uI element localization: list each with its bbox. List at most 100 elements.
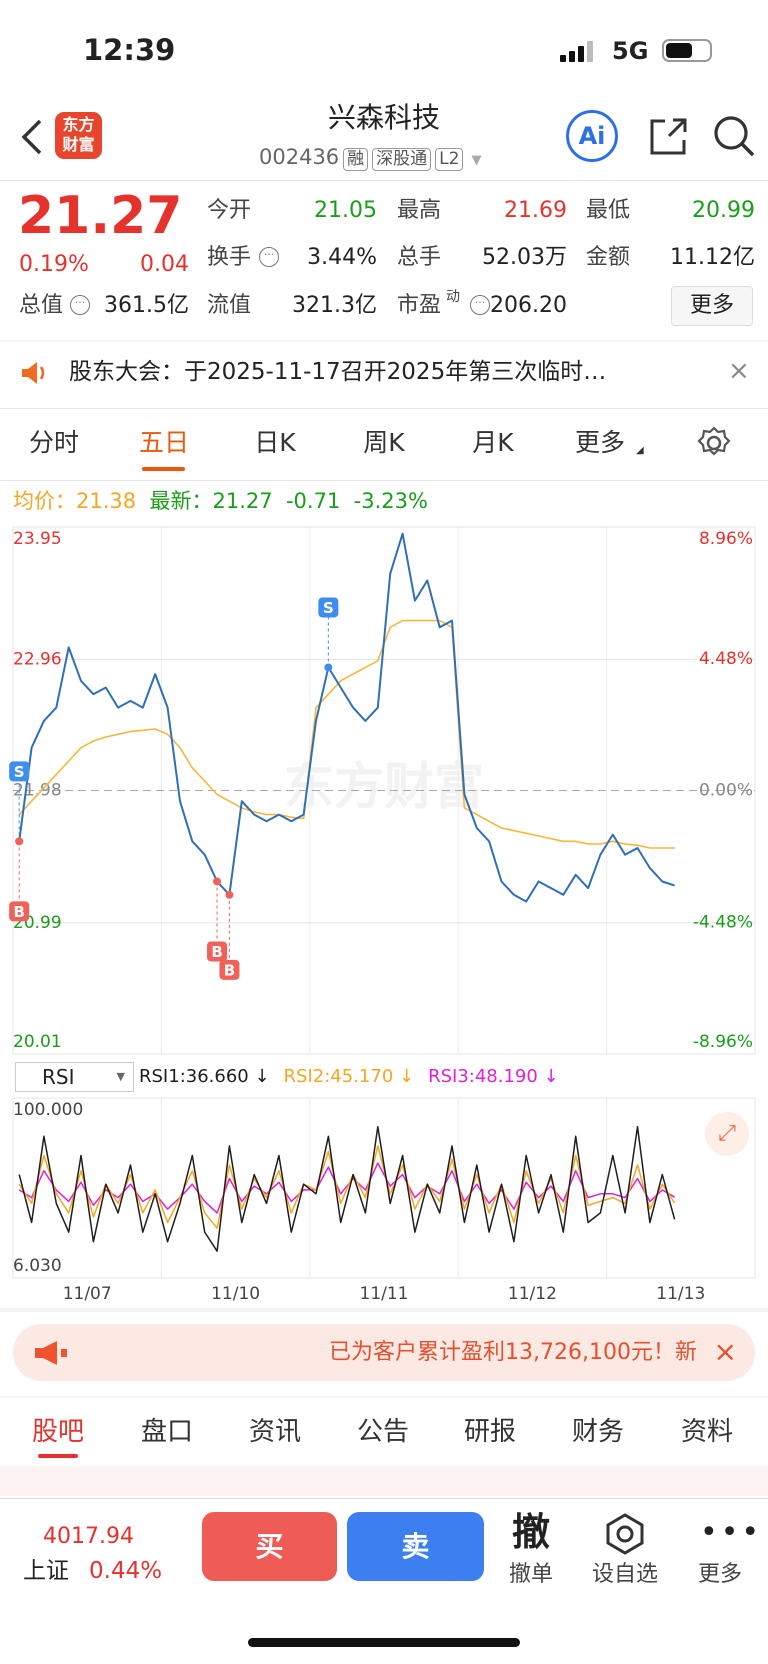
ai-button[interactable]: Ai	[566, 110, 618, 162]
y2-tick-label: -8.96%	[693, 1032, 753, 1052]
more-button[interactable]: 更多	[671, 286, 753, 326]
home-indicator	[248, 1638, 520, 1647]
field-label: 最低	[586, 198, 631, 223]
divider	[0, 180, 768, 181]
tab[interactable]: 更多	[574, 428, 625, 457]
field-value: 361.5亿	[104, 293, 189, 318]
latest-change: -0.71	[285, 489, 341, 513]
close-banner[interactable]: ×	[713, 1335, 737, 1368]
close-notice[interactable]: ×	[728, 356, 750, 386]
tab[interactable]: 周K	[363, 428, 405, 457]
field-value: 20.99	[692, 198, 755, 223]
series-line	[18, 1162, 675, 1214]
legend-entry: RSI3:48.190 ↓	[428, 1066, 559, 1087]
marker-label: B	[211, 943, 222, 961]
watermark: 东方财富	[284, 758, 484, 816]
series-line	[18, 1145, 676, 1230]
bottom-tab[interactable]: 资料	[680, 1417, 733, 1447]
field-value: 11.12亿	[670, 245, 755, 270]
share-button[interactable]	[647, 116, 689, 158]
tab-caret: ◢	[636, 445, 644, 456]
stock-code-row: 002436 融深股通 L2 ▼	[259, 145, 482, 171]
divider	[0, 1308, 768, 1312]
series-line	[18, 1125, 676, 1252]
cancel-label[interactable]: 撤单	[508, 1562, 553, 1587]
y-tick-label: 20.01	[13, 1032, 62, 1052]
field-label: 总值	[19, 293, 64, 318]
field-value: 21.05	[314, 198, 377, 223]
bottom-tab[interactable]: 研报	[463, 1417, 516, 1447]
field-label: 金额	[586, 245, 631, 270]
cancel-icon[interactable]: 撤	[511, 1510, 550, 1554]
y-tick-label: 6.030	[13, 1256, 62, 1276]
badge: 深股通	[372, 148, 432, 171]
tab[interactable]: 分时	[28, 428, 79, 457]
stock-name: 兴森科技	[327, 101, 440, 134]
search-button[interactable]	[712, 114, 756, 158]
y-tick-label: 23.95	[13, 529, 62, 549]
marker-badge	[207, 941, 228, 962]
logo[interactable]: 东方 财富	[55, 112, 102, 159]
bottom-tab[interactable]: 财务	[571, 1417, 624, 1447]
bottom-tab[interactable]: 公告	[356, 1417, 409, 1447]
content-peek	[0, 1466, 768, 1496]
divider	[0, 408, 768, 409]
bottom-tab[interactable]: 盘口	[140, 1417, 193, 1447]
latest-price: 最新：21.27	[149, 489, 273, 513]
notice[interactable]: 股东大会：于2025-11-17召开2025年第三次临时…	[69, 359, 607, 385]
field-label: 流值	[207, 293, 252, 318]
tab[interactable]: 月K	[472, 428, 514, 457]
badge: L2	[435, 148, 464, 171]
series-line	[18, 619, 675, 849]
bottom-tab[interactable]: 股吧	[31, 1417, 84, 1447]
marker-label: S	[323, 599, 334, 617]
tab[interactable]: 五日	[138, 428, 189, 457]
buy-button[interactable]: 买	[202, 1512, 337, 1581]
field-value: 3.44%	[307, 245, 377, 270]
info-icon: ···	[70, 295, 90, 315]
y-tick-label: 100.000	[13, 1100, 83, 1120]
network: 5G	[612, 37, 649, 65]
tab-underline	[142, 467, 185, 471]
field-label: 今开	[207, 198, 252, 223]
field-value: 206.20	[490, 293, 567, 318]
y2-tick-label: 8.96%	[699, 529, 753, 549]
marker-badge	[9, 901, 30, 922]
sell-button[interactable]: 卖	[347, 1512, 484, 1581]
marker-label: S	[14, 763, 25, 781]
x-tick-label: 11/12	[508, 1284, 557, 1304]
more-icon[interactable]: •••	[700, 1515, 763, 1550]
field-value: 321.3亿	[292, 293, 377, 318]
divider	[0, 340, 768, 342]
change-pct: 0.19%	[19, 252, 89, 277]
marker-badge	[9, 761, 30, 782]
banner-text: 已为客户累计盈利13,726,100元！新	[329, 1340, 697, 1365]
expand-button[interactable]: ⤢	[705, 1112, 749, 1156]
avg-price: 均价：21.38	[13, 489, 137, 513]
indicator-select[interactable]: RSI ▼	[15, 1062, 134, 1092]
watch-label[interactable]: 设自选	[591, 1562, 658, 1587]
back-button[interactable]	[18, 118, 44, 156]
chart: 东方财富23.9522.9621.9820.9920.018.96%4.48%0…	[9, 526, 756, 1304]
index-name[interactable]: 上证	[23, 1558, 69, 1584]
field-label: 市盈	[397, 293, 442, 318]
legend-entry: RSI2:45.170 ↓	[283, 1066, 415, 1087]
marker-badge	[318, 597, 339, 618]
series-line	[18, 532, 675, 903]
battery-icon	[662, 39, 712, 62]
index-value[interactable]: 4017.94	[43, 1524, 134, 1549]
marker-label: B	[224, 961, 235, 979]
info-icon: ···	[470, 295, 490, 315]
settings-icon[interactable]	[697, 426, 731, 460]
bottom-tab[interactable]: 资讯	[248, 1417, 301, 1447]
last-price: 21.27	[18, 186, 183, 246]
index-pct[interactable]: 0.44%	[89, 1558, 163, 1584]
marker-badge	[219, 959, 240, 980]
promo-banner[interactable]: 已为客户累计盈利13,726,100元！新 ×	[13, 1324, 755, 1381]
tab[interactable]: 日K	[254, 428, 296, 457]
more-label[interactable]: 更多	[697, 1562, 742, 1587]
pe-sup: 动	[446, 289, 460, 305]
bottom-tab-underline	[38, 1454, 78, 1458]
field-value: 21.69	[504, 198, 567, 223]
watch-icon[interactable]	[604, 1513, 646, 1555]
